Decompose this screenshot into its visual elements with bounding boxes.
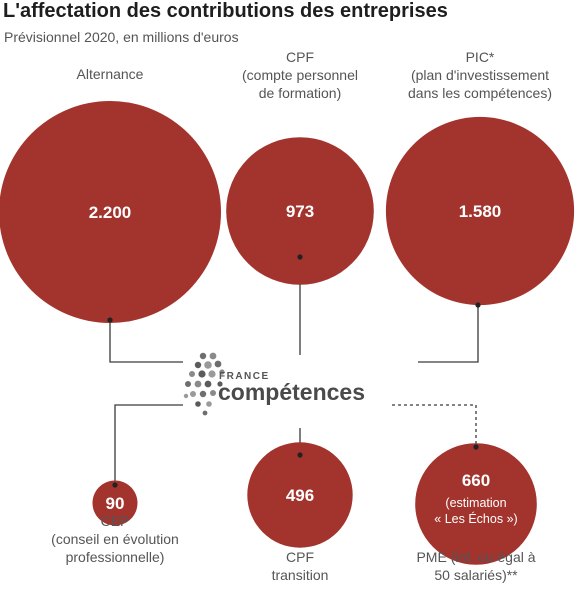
- bubble-cep-label-0: CEP: [101, 513, 130, 529]
- bubble-cpf-transition-label-1: transition: [272, 567, 329, 583]
- bubble-cpf-circle: [226, 137, 374, 285]
- bubble-pic-label-0: PIC*: [466, 49, 495, 65]
- bubble-pme-note-0: (estimation: [445, 496, 506, 510]
- bubble-cep-circle: [92, 480, 138, 526]
- connector-cpf-dot: [297, 254, 303, 260]
- bubble-alternance: 2.200 Alternance: [0, 66, 221, 323]
- bubble-cpf: 973 CPF (compte personnel de formation): [226, 49, 374, 285]
- bubble-cpf-value: 973: [286, 202, 314, 221]
- bubble-pic: 1.580 PIC* (plan d'investissement dans les …: [385, 49, 575, 306]
- logo-dots-icon: [183, 352, 225, 416]
- bubble-cpf-transition-label-0: CPF: [286, 549, 314, 565]
- logo-dot: [199, 390, 207, 398]
- bubble-cep-label-2: professionnelle): [66, 549, 165, 565]
- logo-dot: [204, 380, 212, 388]
- logo-dot: [206, 401, 212, 407]
- logo-dot: [204, 361, 212, 369]
- bubble-cpf-transition-value: 496: [286, 486, 314, 505]
- bubble-cpf-label-2: de formation): [259, 85, 341, 101]
- bubble-pme-note-1: « Les Échos »): [434, 511, 517, 526]
- logo-dot: [185, 381, 191, 387]
- logo-dot: [210, 390, 216, 396]
- bubble-cpf-transition: 496 CPF transition: [247, 442, 353, 583]
- logo-line2: compétences: [218, 379, 365, 405]
- bubble-pme-label-1: 50 salariés)**: [434, 567, 518, 583]
- bubble-pme-circle: [415, 443, 537, 565]
- bubble-cpf-label-1: (compte personnel: [242, 67, 358, 83]
- logo-dot: [199, 352, 207, 360]
- connector-cpf-transition-dot: [297, 452, 303, 458]
- bubble-alternance-value: 2.200: [89, 203, 132, 222]
- logo-dot: [190, 391, 196, 397]
- logo-line1: FRANCE: [219, 371, 270, 382]
- bubble-pic-value: 1.580: [459, 202, 502, 221]
- connector-cep-dot: [112, 482, 118, 488]
- logo-dot: [208, 370, 216, 378]
- logo-dot: [183, 393, 189, 399]
- logo-dot: [202, 410, 208, 416]
- bubble-cep-value: 90: [106, 494, 125, 513]
- france-competences-logo: FRANCE compétences: [183, 352, 365, 416]
- bubble-pme: 660 (estimation« Les Échos ») PME (inf. ou…: [415, 443, 537, 583]
- logo-dot: [214, 360, 222, 368]
- bubble-cpf-transition-circle: [247, 442, 353, 548]
- bubble-alternance-circle: [0, 101, 221, 323]
- connector-alternance-dot: [107, 317, 113, 323]
- logo-dot: [217, 381, 223, 387]
- chart-title: L'affectation des contributions des entr…: [3, 0, 448, 22]
- connector-pic-dot: [475, 302, 481, 308]
- bubble-pic-circle: [385, 116, 575, 306]
- bubble-pme-value: 660: [462, 471, 490, 490]
- logo-dot: [194, 361, 202, 369]
- connector-pme: [392, 404, 477, 447]
- logo-dot: [189, 371, 195, 377]
- logo-dot: [195, 401, 201, 407]
- bubbles: 2.200 Alternance 973 CPF (compte personnel de…: [0, 49, 575, 583]
- bubble-pic-label-1: (plan d'investissement: [411, 67, 549, 83]
- connector-cep: [114, 404, 183, 485]
- logo-dot: [198, 370, 206, 378]
- bubble-pme-label-0: PME (inf. ou égal à: [416, 549, 535, 565]
- connector-pic: [418, 305, 479, 363]
- bubble-cpf-label-0: CPF: [286, 49, 314, 65]
- connector-alternance: [109, 320, 183, 363]
- connector-pme-dot: [473, 444, 479, 450]
- bubble-pic-label-2: dans les compétences): [408, 85, 552, 101]
- chart-subtitle: Prévisionnel 2020, en millions d'euros: [4, 29, 239, 45]
- logo-dot: [194, 380, 202, 388]
- logo-dot: [209, 352, 217, 360]
- logo-dot: [219, 369, 225, 375]
- bubble-alternance-label-0: Alternance: [77, 66, 144, 82]
- bubble-cep-label-1: (conseil en évolution: [51, 531, 179, 547]
